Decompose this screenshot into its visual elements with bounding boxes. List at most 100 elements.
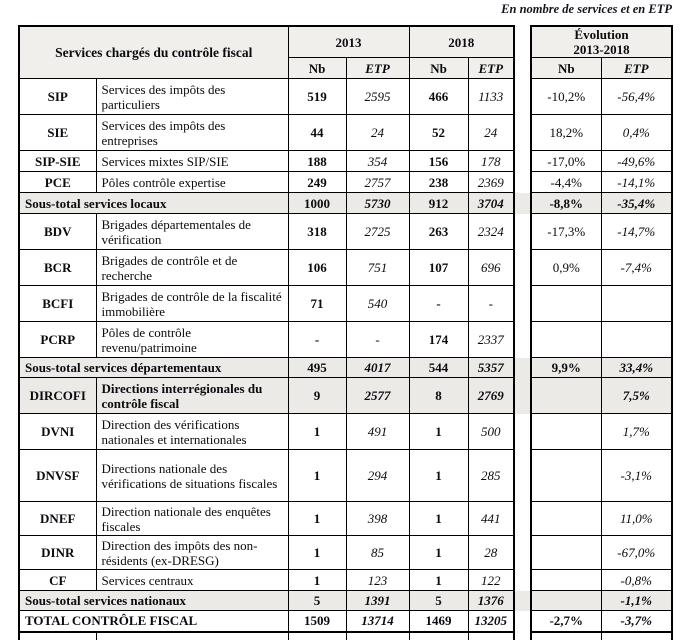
table-gap — [514, 610, 531, 632]
table-row: DNVSF Directions nationale des vérificati… — [18, 449, 673, 502]
cell-evolution-nb — [530, 501, 602, 536]
table-row: SIP Services des impôts des particuliers 5… — [18, 78, 673, 115]
cropped-cell — [18, 631, 97, 640]
cell-nb-2018: 1469 — [408, 610, 469, 633]
cell-evolution-nb — [530, 377, 602, 414]
cell-evolution-nb: -17,0% — [530, 150, 602, 172]
cell-evolution-nb: -8,8% — [530, 192, 602, 214]
table-gap — [514, 321, 531, 358]
cropped-cell — [600, 631, 673, 640]
table-gap — [514, 192, 531, 214]
table-row: PCE Pôles contrôle expertise 249 2757 238 236… — [18, 171, 673, 193]
cell-nb-2013: 1 — [287, 501, 347, 536]
cell-service-label: Pôles de contrôle revenu/patrimoine — [95, 321, 289, 358]
cell-evolution-etp — [600, 321, 673, 358]
cell-etp-2013: 751 — [345, 249, 410, 286]
cell-acronym: BCFI — [18, 285, 97, 322]
cropped-cell — [467, 631, 515, 640]
cell-acronym: DIRCOFI — [18, 377, 97, 414]
cell-etp-2013: 2725 — [345, 213, 410, 250]
cell-etp-2013: 294 — [345, 449, 410, 502]
cell-nb-2018: 544 — [408, 357, 469, 378]
cell-etp-2018: 441 — [467, 501, 515, 536]
cell-nb-2018: 263 — [408, 213, 469, 250]
cell-nb-2018: 1 — [408, 501, 469, 536]
cell-acronym: PCRP — [18, 321, 97, 358]
cell-nb-2013: 1000 — [287, 192, 347, 214]
cell-etp-2013: 354 — [345, 150, 410, 172]
table-gap — [514, 413, 531, 450]
cell-nb-2013: 1 — [287, 449, 347, 502]
table-gap — [514, 631, 531, 640]
cell-evolution-etp: -1,1% — [600, 590, 673, 611]
header-evolution-period: 2013-2018 — [573, 42, 630, 57]
cell-row-label: Sous-total services nationaux — [18, 590, 289, 611]
cell-nb-2018: - — [408, 285, 469, 322]
cell-service-label: Directions interrégionales du contrôle f… — [95, 377, 289, 414]
header-nb-2018: Nb — [408, 57, 469, 79]
cropped-cell — [287, 631, 347, 640]
cell-acronym: DNVSF — [18, 449, 97, 502]
cell-etp-2018: 2769 — [467, 377, 515, 414]
table-row: SIE Services des impôts des entreprises 44… — [18, 114, 673, 151]
cell-row-label: Sous-total services départementaux — [18, 357, 289, 378]
cell-evolution-nb: 0,9% — [530, 249, 602, 286]
cell-nb-2018: 1 — [408, 449, 469, 502]
cell-evolution-etp: -35,4% — [600, 192, 673, 214]
cell-evolution-nb — [530, 535, 602, 570]
cell-evolution-nb: -4,4% — [530, 171, 602, 193]
header-evolution-title: Évolution — [574, 27, 629, 42]
cell-service-label: Services centraux — [95, 569, 289, 591]
cell-nb-2018: 156 — [408, 150, 469, 172]
table-row: BDV Brigades départementales de vérificat… — [18, 213, 673, 250]
cell-service-label: Pôles contrôle expertise — [95, 171, 289, 193]
cell-nb-2013: 1509 — [287, 610, 347, 633]
cell-evolution-nb — [530, 413, 602, 450]
cell-acronym: SIP — [18, 78, 97, 115]
table-gap — [514, 535, 531, 570]
cell-nb-2013: 249 — [287, 171, 347, 193]
cell-service-label: Brigades départementales de vérification — [95, 213, 289, 250]
table-gap — [514, 569, 531, 591]
cell-nb-2013: - — [287, 321, 347, 358]
header-etp-2013: ETP — [345, 57, 410, 79]
header-etp-2018: ETP — [467, 57, 515, 79]
table-row: BCR Brigades de contrôle et de recherche 1… — [18, 249, 673, 286]
cell-evolution-nb: 9,9% — [530, 357, 602, 378]
cell-nb-2013: 519 — [287, 78, 347, 115]
cell-etp-2013: 2757 — [345, 171, 410, 193]
cell-nb-2018: 5 — [408, 590, 469, 611]
cell-acronym: SIP-SIE — [18, 150, 97, 172]
cropped-next-row — [18, 631, 673, 640]
cell-nb-2013: 71 — [287, 285, 347, 322]
header-nb-evolution: Nb — [530, 57, 602, 79]
units-note: En nombre de services et en ETP — [501, 2, 672, 16]
cell-etp-2013: 2577 — [345, 377, 410, 414]
cropped-cell — [95, 631, 289, 640]
cell-nb-2013: 5 — [287, 590, 347, 611]
cell-service-label: Services mixtes SIP/SIE — [95, 150, 289, 172]
cell-etp-2018: 3704 — [467, 192, 515, 214]
table-row: SIP-SIE Services mixtes SIP/SIE 188 354 156 1… — [18, 150, 673, 172]
table-body: SIP Services des impôts des particuliers 5… — [18, 78, 673, 633]
cell-etp-2013: 398 — [345, 501, 410, 536]
cell-acronym: BDV — [18, 213, 97, 250]
cell-etp-2013: 540 — [345, 285, 410, 322]
cell-etp-2013: 13714 — [345, 610, 410, 633]
cell-nb-2013: 106 — [287, 249, 347, 286]
cell-etp-2018: 5357 — [467, 357, 515, 378]
table-row-subtotal: Sous-total services nationaux 5 1391 5 1376-… — [18, 590, 673, 611]
cell-nb-2018: 1 — [408, 413, 469, 450]
cell-evolution-nb — [530, 590, 602, 611]
cell-etp-2018: 1376 — [467, 590, 515, 611]
table-gap — [514, 150, 531, 172]
header-nb-2013: Nb — [287, 57, 347, 79]
cell-evolution-etp: -3,1% — [600, 449, 673, 502]
table-row-highlight: DIRCOFI Directions interrégionales du con… — [18, 377, 673, 414]
cell-acronym: DINR — [18, 535, 97, 570]
cell-evolution-etp: 11,0% — [600, 501, 673, 536]
cell-etp-2013: 24 — [345, 114, 410, 151]
table-gap — [514, 377, 531, 414]
cell-service-label: Direction des impôts des non-résidents (… — [95, 535, 289, 570]
cell-acronym: PCE — [18, 171, 97, 193]
